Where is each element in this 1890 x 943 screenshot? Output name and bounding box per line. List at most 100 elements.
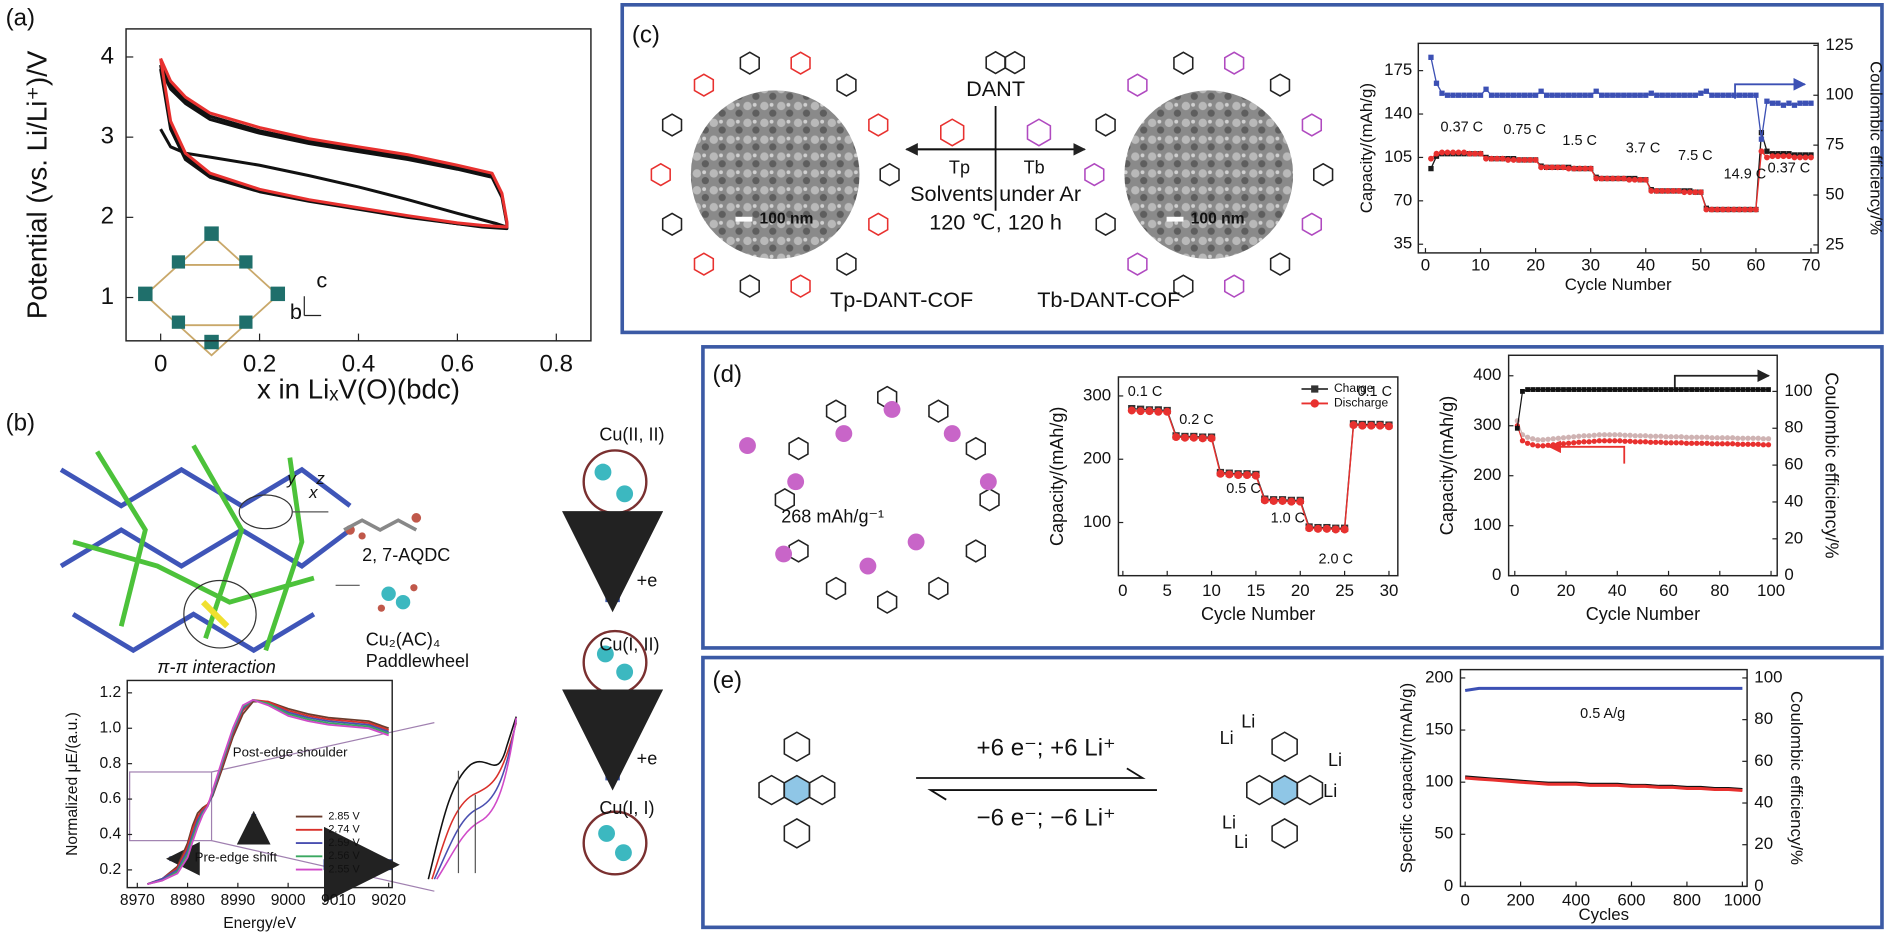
ring — [1127, 252, 1148, 276]
point — [1753, 92, 1759, 98]
point — [1760, 436, 1767, 442]
y-tick-label: 0.6 — [99, 790, 121, 807]
point — [1582, 165, 1589, 172]
y2-tick-label: 100 — [1784, 381, 1812, 400]
legend-label: 2.59 V — [328, 837, 360, 849]
state-label: Cu(II, II) — [599, 425, 664, 445]
point — [1765, 442, 1772, 448]
point — [1750, 387, 1756, 392]
point — [1555, 441, 1561, 447]
point — [1560, 164, 1567, 171]
point — [1719, 206, 1726, 213]
point — [1704, 434, 1710, 440]
point — [1483, 86, 1489, 92]
point — [1648, 90, 1654, 96]
point — [1538, 164, 1545, 171]
ring — [1223, 51, 1245, 75]
linker-label: 2, 7-AQDC — [362, 545, 450, 565]
point — [1620, 175, 1627, 182]
leader — [292, 511, 360, 586]
point — [1524, 434, 1531, 440]
x-tick-label: 9010 — [321, 892, 356, 909]
annotation: 1.5 C — [1562, 133, 1597, 149]
paddlewheel — [377, 584, 418, 612]
guide — [457, 770, 476, 874]
li-site — [979, 473, 997, 491]
point — [1450, 149, 1456, 156]
point — [1466, 92, 1473, 98]
point — [1670, 92, 1676, 98]
ring — [1084, 162, 1105, 187]
series-line — [1464, 686, 1743, 692]
point — [1626, 176, 1633, 183]
x-tick-label: 600 — [1617, 890, 1645, 909]
point — [1658, 433, 1664, 439]
point — [1698, 90, 1704, 96]
point — [1643, 387, 1648, 392]
point — [1654, 92, 1660, 98]
point — [1444, 149, 1451, 156]
annotation: 3.7 C — [1626, 141, 1661, 157]
point — [1243, 471, 1252, 480]
point — [1632, 92, 1638, 98]
point — [1647, 433, 1654, 439]
point — [1664, 187, 1671, 194]
x-tick-label: 200 — [1507, 890, 1535, 909]
point — [1764, 98, 1770, 104]
reaction-label: −6 e⁻; −6 Li⁺ — [977, 804, 1116, 831]
condition-label: Solvents under Ar — [910, 181, 1081, 206]
annotation: 1.0 C — [1271, 511, 1306, 527]
point — [1786, 153, 1792, 160]
ring — [1271, 818, 1298, 849]
ring — [979, 488, 1000, 512]
point — [1532, 156, 1539, 163]
li-label: Li — [1323, 781, 1337, 801]
point — [1668, 387, 1674, 392]
point — [1555, 387, 1561, 392]
annotation: Pre-edge shift — [195, 850, 278, 865]
y2-tick-label: 40 — [1784, 491, 1803, 510]
point — [1663, 434, 1669, 440]
y2-axis-label: Coulombic efficiency/% — [1787, 691, 1806, 865]
y2-tick-label: 40 — [1754, 792, 1773, 811]
ring — [836, 252, 857, 276]
li-label: Li — [1234, 832, 1248, 852]
point — [1665, 92, 1671, 98]
x-tick-label: 30 — [1380, 581, 1399, 600]
point — [1758, 129, 1765, 136]
point — [1653, 433, 1659, 439]
legend-label: Discharge — [1334, 396, 1388, 410]
point — [1632, 433, 1638, 439]
point — [1521, 156, 1528, 163]
point — [1752, 206, 1759, 213]
series-line — [1516, 389, 1769, 429]
li-label: Li — [1220, 728, 1234, 748]
point — [1527, 156, 1534, 163]
inset-axis-label: b — [290, 299, 302, 324]
point — [1604, 175, 1611, 182]
point — [1769, 153, 1776, 160]
plot-frame — [1117, 376, 1399, 577]
point — [1606, 432, 1613, 438]
point — [1797, 100, 1803, 106]
ring — [1173, 274, 1194, 298]
point — [1627, 432, 1633, 438]
point — [1367, 421, 1376, 430]
point — [1499, 155, 1506, 162]
y-tick-label: 0.8 — [99, 755, 121, 772]
li-site — [787, 473, 805, 491]
y-tick-label: 200 — [1083, 449, 1111, 468]
y-axis-label: Capacity/(mAh/g) — [1437, 396, 1457, 535]
y-tick-label: 3 — [101, 123, 114, 150]
point — [1163, 407, 1172, 416]
legend-marker — [1311, 385, 1319, 393]
scale-bar — [735, 216, 753, 222]
point — [1461, 92, 1467, 98]
point — [1538, 88, 1544, 94]
sem-image — [690, 90, 860, 259]
legend-label: 2.85 V — [328, 810, 360, 822]
point — [1755, 387, 1761, 392]
y2-tick-label: 100 — [1825, 85, 1853, 104]
point — [1591, 438, 1597, 444]
point — [1524, 440, 1531, 446]
